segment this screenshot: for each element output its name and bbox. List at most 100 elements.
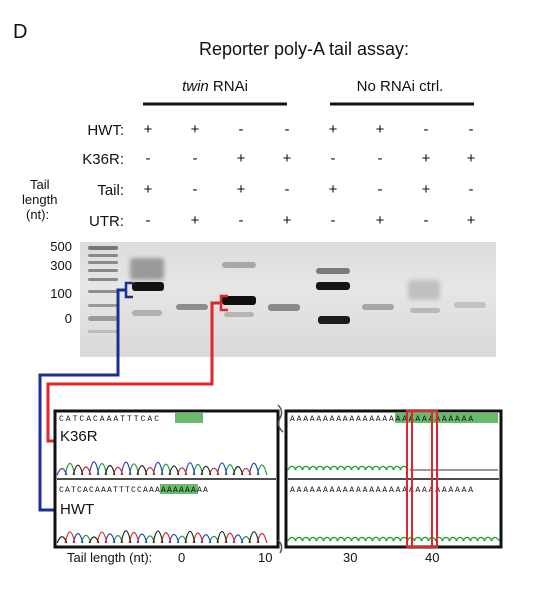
gel-band <box>316 268 350 274</box>
ladder-band <box>88 278 118 281</box>
red-bracket <box>219 294 228 312</box>
axis-tick-0: 0 <box>178 550 186 565</box>
row-label-k36r: K36R: <box>82 151 124 168</box>
sign-cell: - <box>284 181 290 198</box>
trace-label-k36r: K36R <box>60 428 98 445</box>
sign-cell: - <box>192 181 198 198</box>
sign-cell: + <box>328 181 338 198</box>
gel-band <box>454 302 486 308</box>
sign-cell: - <box>284 121 290 138</box>
ladder-label-300: 300 <box>50 258 72 273</box>
row-label-tail: Tail: <box>97 182 124 199</box>
gel-band <box>132 282 164 291</box>
sign-cell: - <box>468 121 474 138</box>
trace-peak-line <box>72 464 244 476</box>
ladder-band <box>88 330 118 333</box>
gel-band <box>222 296 256 305</box>
ladder-band <box>88 246 118 250</box>
group-label-control: No RNAi ctrl. <box>356 78 444 95</box>
sign-cell: + <box>375 121 385 138</box>
gel-band <box>316 282 350 290</box>
gel-band <box>362 304 394 310</box>
sign-cell: + <box>421 181 431 198</box>
blue-bracket <box>124 281 133 299</box>
gel-band <box>268 304 300 311</box>
seq-highlight-top <box>175 413 203 423</box>
axis-break-bottom <box>277 539 283 554</box>
trace-peak-line <box>64 462 268 476</box>
ladder-band <box>88 316 118 321</box>
row-label-utr: UTR: <box>89 213 124 230</box>
sign-cell: - <box>238 212 244 229</box>
gel-band <box>318 316 350 324</box>
sign-cell: + <box>190 121 200 138</box>
sign-cell: - <box>377 150 383 167</box>
sign-cell: - <box>330 150 336 167</box>
figure-title: Reporter poly-A tail assay: <box>198 39 410 59</box>
sign-cell: + <box>143 121 153 138</box>
gel-band <box>224 312 254 317</box>
gel-smear <box>130 258 164 280</box>
sequence-bottom-right: AAAAAAAAAAAAAAAAAAAAAAAAAAAA <box>290 486 475 495</box>
sign-cell: + <box>282 212 292 229</box>
trace-peak-line <box>64 531 268 544</box>
sign-cell: + <box>421 150 431 167</box>
red-connector <box>46 301 221 443</box>
sign-cell: - <box>145 212 151 229</box>
ladder-band <box>88 290 118 293</box>
tail-length-label-line3: (nt): <box>26 207 50 222</box>
sign-cell: + <box>236 181 246 198</box>
trace-peak-line <box>72 533 244 544</box>
axis-tick-10: 10 <box>258 550 273 565</box>
sign-cell: - <box>468 181 474 198</box>
sign-cell: - <box>192 150 198 167</box>
blue-connector <box>38 288 126 512</box>
sign-cell: - <box>330 212 336 229</box>
axis-break-top <box>277 404 284 433</box>
ladder-band <box>88 254 118 257</box>
gel-band <box>132 310 162 316</box>
sign-cell: + <box>375 212 385 229</box>
ladder-band <box>88 269 118 272</box>
trace-peak-line <box>56 530 260 544</box>
trace-label-hwt: HWT <box>60 501 94 518</box>
seq-highlight-bottom <box>160 484 198 494</box>
sign-cell: - <box>377 181 383 198</box>
tail-length-label-line2: length <box>22 192 58 207</box>
sign-cell: + <box>282 150 292 167</box>
panel-letter: D <box>13 21 28 43</box>
ladder-label-0: 0 <box>64 311 72 326</box>
highlight-box-inner <box>411 410 433 548</box>
sign-cell: - <box>423 212 429 229</box>
axis-tick-40: 40 <box>425 550 440 565</box>
ladder-label-500: 500 <box>50 239 72 254</box>
trace-peak-line <box>80 534 252 544</box>
sign-cell: + <box>190 212 200 229</box>
sign-cell: - <box>238 121 244 138</box>
trace-peak-line <box>56 461 260 476</box>
sequence-top-right: AAAAAAAAAAAAAAAAAAAAAAAAAAAA <box>290 415 475 424</box>
sequence-top-left: CATCACAAATTTCAC <box>59 415 161 424</box>
gel-image <box>80 242 496 357</box>
axis-label: Tail length (nt): <box>67 550 153 565</box>
axis-tick-30: 30 <box>343 550 358 565</box>
ladder-band <box>88 261 118 264</box>
sign-cell: + <box>466 150 476 167</box>
sign-cell: + <box>328 121 338 138</box>
sign-cell: + <box>466 212 476 229</box>
chromatogram-traces <box>56 461 500 544</box>
sign-cell: - <box>423 121 429 138</box>
trace-peak-line <box>287 465 409 471</box>
ladder-band <box>88 304 118 307</box>
tail-length-label-line1: Tail <box>30 177 50 192</box>
sign-cell: + <box>236 150 246 167</box>
row-label-hwt: HWT: <box>87 122 124 139</box>
gel-band <box>176 304 208 310</box>
gel-smear <box>408 280 440 300</box>
ladder-label-100: 100 <box>50 286 72 301</box>
gel-band <box>222 262 256 268</box>
trace-peak-line <box>80 466 252 476</box>
gel-band <box>410 308 440 313</box>
